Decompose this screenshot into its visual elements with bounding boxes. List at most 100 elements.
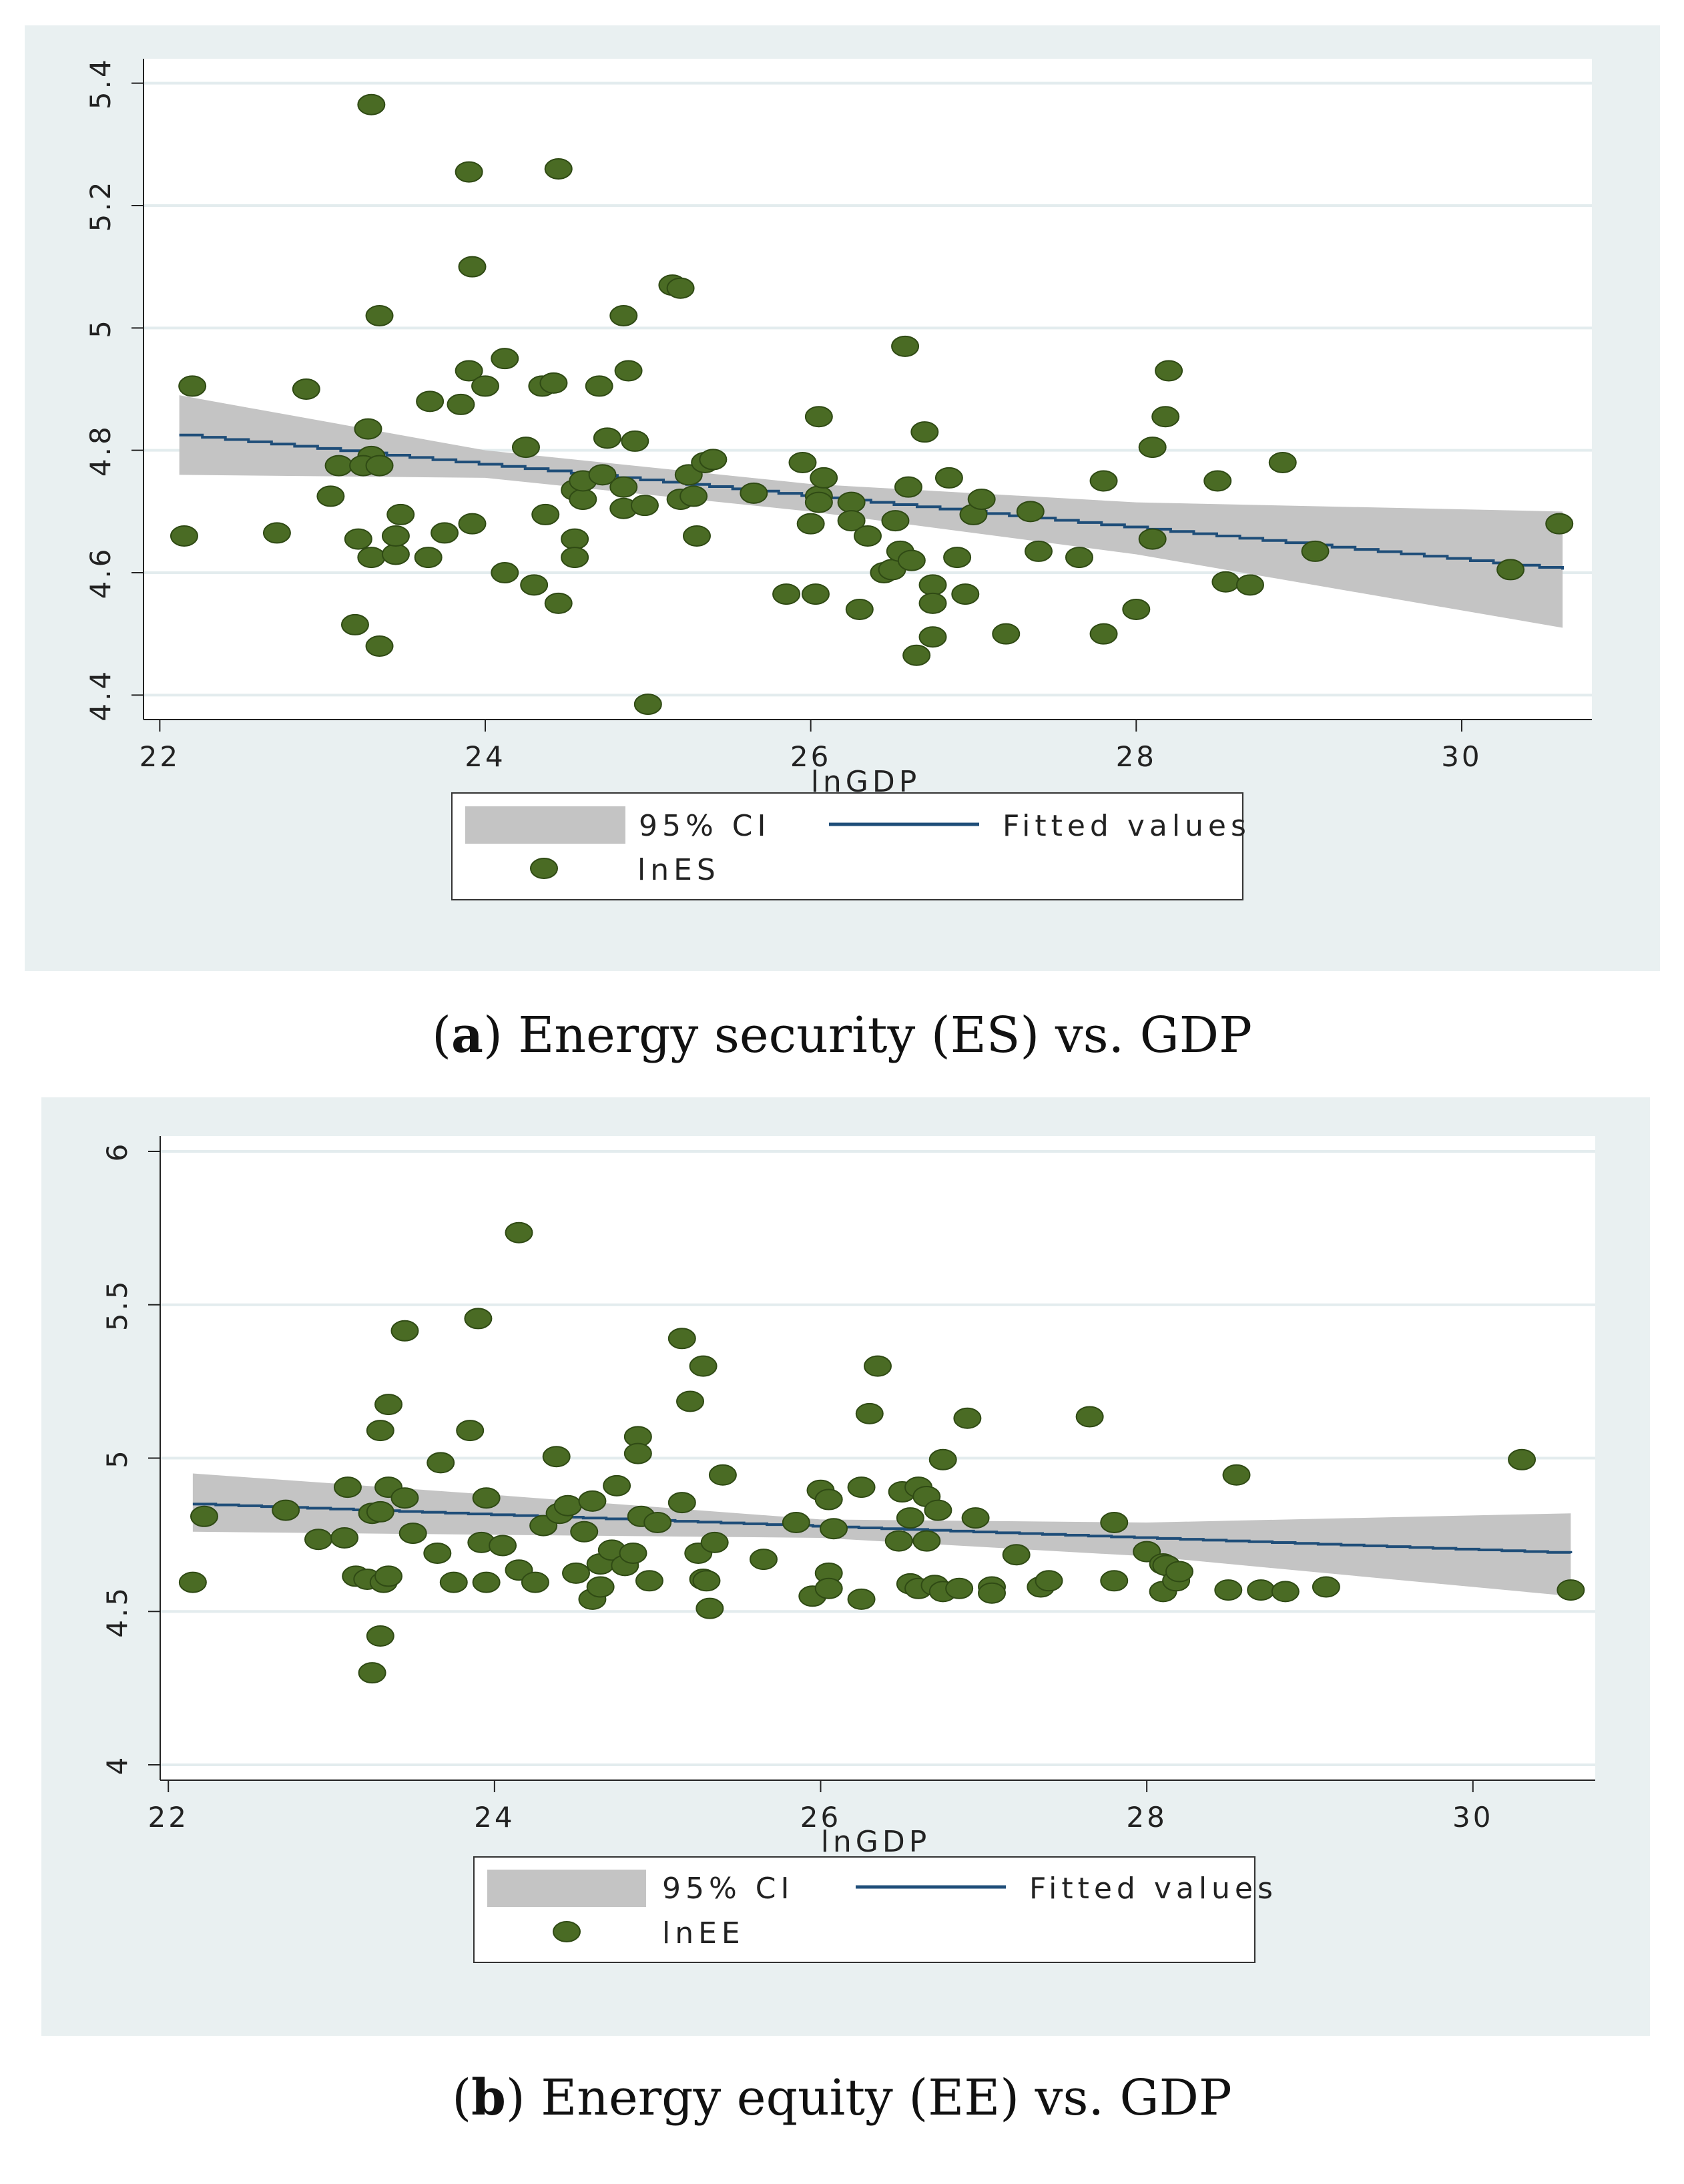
data-point (666, 277, 695, 299)
data-point (912, 1530, 941, 1552)
data-point (471, 375, 500, 397)
data-point (381, 543, 410, 565)
legend-ci-swatch (465, 806, 625, 844)
data-point (897, 549, 926, 571)
ci-band (179, 395, 1563, 628)
x-axis-title: lnGDP (821, 1825, 931, 1859)
data-point (570, 1521, 599, 1543)
data-point (953, 1407, 982, 1429)
data-point (837, 491, 866, 513)
data-point (700, 1531, 729, 1553)
legend: 95% CI Fitted values lnEE (473, 1856, 1278, 1963)
y-tick-label: 4 (101, 1755, 133, 1776)
y-tick-label: 4.4 (84, 669, 117, 722)
data-point (676, 1390, 705, 1412)
x-tick-label: 22 (148, 1801, 188, 1834)
data-point (951, 583, 980, 605)
data-point (520, 574, 549, 596)
data-point (992, 623, 1021, 645)
x-tick-label: 30 (1441, 740, 1482, 773)
data-point (357, 93, 386, 115)
data-point (682, 525, 711, 547)
data-point (489, 1535, 517, 1557)
data-point (381, 525, 410, 547)
data-point (814, 1577, 843, 1599)
y-tick-label: 5 (84, 318, 117, 338)
data-point (749, 1549, 778, 1571)
data-point (772, 583, 801, 605)
data-point (623, 1442, 652, 1464)
x-tick-label: 24 (474, 1801, 515, 1834)
data-point (1247, 1579, 1276, 1601)
data-point (1214, 1579, 1243, 1601)
y-tick-label: 4.8 (84, 424, 117, 477)
data-point (455, 161, 483, 183)
data-point (1025, 540, 1053, 562)
data-point (539, 372, 568, 394)
data-point (304, 1529, 332, 1551)
x-tick-label: 26 (790, 740, 831, 773)
data-point (945, 1577, 974, 1599)
data-point (544, 158, 573, 180)
data-point (472, 1571, 501, 1593)
caption-a: (a) Energy security (ES) vs. GDP (0, 1007, 1684, 1064)
data-point (1089, 623, 1118, 645)
data-point (374, 1394, 403, 1416)
data-point (1312, 1576, 1340, 1598)
data-point (262, 522, 291, 544)
data-point (178, 375, 207, 397)
data-point (178, 1571, 207, 1593)
data-point (804, 406, 833, 428)
data-point (630, 495, 659, 517)
caption-letter: a (451, 1007, 483, 1064)
data-point (472, 1487, 501, 1509)
fitted-line (179, 433, 1565, 570)
data-point (614, 360, 643, 382)
data-point (961, 1507, 990, 1529)
data-point (439, 1571, 468, 1593)
data-point (521, 1571, 549, 1593)
y-tick-label: 5 (101, 1448, 133, 1468)
data-point (561, 547, 589, 569)
data-point (796, 513, 825, 535)
data-point (603, 1474, 631, 1496)
data-point (740, 482, 768, 504)
data-point (814, 1488, 843, 1511)
data-point (423, 1542, 452, 1564)
legend-fit-label: Fitted values (1029, 1872, 1278, 1906)
data-point (358, 1662, 386, 1684)
legend-point-swatch (553, 1921, 581, 1942)
data-point (330, 1527, 359, 1549)
data-point (190, 1505, 218, 1527)
data-point (562, 1562, 591, 1584)
data-point (1151, 406, 1180, 428)
data-point (458, 256, 487, 278)
data-point (891, 335, 920, 357)
legend-ci-label: 95% CI (639, 809, 770, 843)
data-point (782, 1512, 810, 1533)
data-point (544, 592, 573, 614)
data-point (810, 467, 838, 489)
data-point (344, 528, 372, 550)
legend-scatter-label: lnEE (662, 1916, 745, 1950)
data-point (357, 547, 386, 569)
data-point (918, 626, 947, 648)
data-point (365, 455, 394, 477)
chart-b: 4 4.5 5 5.5 6 22 24 26 28 30 lnGDP 95% CI Fitted … (101, 1136, 1595, 1963)
data-point (414, 547, 443, 569)
data-point (333, 1476, 362, 1498)
data-point (928, 1448, 957, 1470)
legend-scatter-label: lnES (637, 853, 720, 887)
data-point (464, 1308, 493, 1330)
x-tick-label: 22 (139, 740, 180, 773)
data-point (1100, 1570, 1129, 1592)
y-tick-label: 4.6 (84, 547, 117, 599)
data-point (170, 525, 198, 547)
y-tick-label: 6 (101, 1141, 133, 1162)
data-point (561, 528, 589, 550)
data-point (609, 476, 638, 498)
data-point (366, 1500, 394, 1523)
data-point (491, 562, 519, 583)
data-point (491, 348, 519, 370)
data-point (366, 1625, 394, 1647)
